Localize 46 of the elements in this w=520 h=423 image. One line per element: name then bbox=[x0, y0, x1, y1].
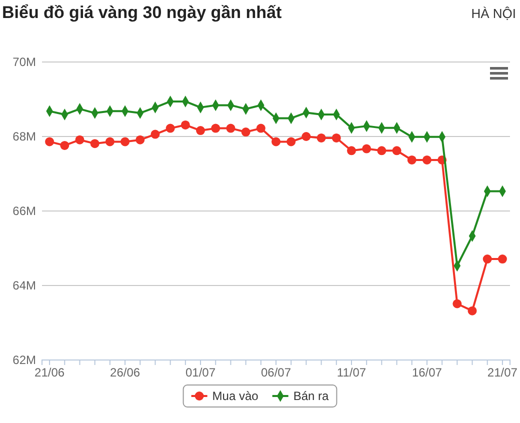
point bbox=[90, 139, 100, 148]
legend-label: Bán ra bbox=[293, 389, 330, 403]
x-tick-label: 21/06 bbox=[34, 366, 65, 380]
point bbox=[316, 133, 326, 142]
point bbox=[45, 137, 54, 146]
point bbox=[256, 124, 266, 133]
point bbox=[332, 133, 341, 142]
point bbox=[211, 124, 220, 133]
point bbox=[150, 130, 160, 139]
legend-label: Mua vào bbox=[212, 389, 259, 403]
point bbox=[362, 144, 372, 154]
point bbox=[226, 124, 236, 133]
point bbox=[392, 146, 402, 156]
point bbox=[468, 306, 477, 316]
point bbox=[498, 254, 507, 264]
y-tick-label: 68M bbox=[12, 129, 36, 144]
point bbox=[272, 137, 280, 146]
point bbox=[286, 137, 296, 146]
x-tick-label: 26/06 bbox=[110, 366, 140, 380]
point bbox=[422, 155, 432, 164]
point bbox=[482, 254, 492, 264]
y-tick-label: 64M bbox=[12, 278, 36, 292]
point bbox=[452, 299, 462, 308]
point bbox=[120, 137, 130, 146]
x-tick-label: 21/07 bbox=[487, 366, 518, 380]
point bbox=[377, 146, 386, 156]
y-tick-label: 62M bbox=[12, 352, 36, 367]
point bbox=[302, 132, 311, 141]
point bbox=[241, 128, 250, 137]
point bbox=[346, 146, 356, 156]
point bbox=[60, 140, 70, 150]
x-tick-label: 01/07 bbox=[186, 366, 216, 380]
point bbox=[136, 135, 145, 144]
y-tick-label: 66M bbox=[12, 204, 36, 218]
x-tick-label: 11/07 bbox=[336, 366, 366, 380]
x-tick-label: 16/07 bbox=[412, 366, 442, 380]
point bbox=[196, 126, 206, 136]
point bbox=[180, 120, 190, 130]
chart-title: Biểu đồ giá vàng 30 ngày gần nhất bbox=[2, 3, 282, 22]
chart-subtitle: HÀ NỘI bbox=[471, 6, 516, 21]
point bbox=[75, 135, 84, 144]
x-tick-label: 06/07 bbox=[260, 366, 292, 380]
y-tick-label: 70M bbox=[12, 54, 36, 69]
point bbox=[105, 137, 114, 146]
point bbox=[407, 155, 416, 164]
point bbox=[166, 124, 175, 133]
